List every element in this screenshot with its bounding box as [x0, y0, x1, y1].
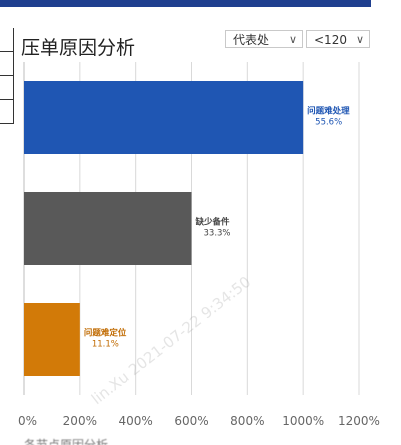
region-filter-dropdown[interactable]: 代表处 ∨ — [225, 30, 303, 48]
bar — [24, 303, 80, 376]
x-tick-label: 0% — [18, 414, 37, 428]
data-label: 33.3% — [204, 229, 231, 239]
x-tick-label: 1200% — [338, 414, 380, 428]
data-label: 11.1% — [92, 340, 119, 350]
x-tick-label: 800% — [230, 414, 264, 428]
bar — [24, 81, 304, 154]
bar — [24, 192, 192, 265]
range-filter-value: <120 — [314, 33, 347, 47]
category-label: 缺少备件 — [195, 217, 231, 228]
x-tick-label: 200% — [63, 414, 97, 428]
top-accent-strip — [0, 0, 371, 7]
region-filter-value: 代表处 — [233, 33, 270, 47]
footer-section-label: 各节点原因分析 — [24, 438, 109, 445]
chevron-down-icon: ∨ — [355, 33, 364, 46]
left-table-row — [0, 28, 13, 52]
category-label: 问题难定位 — [84, 328, 127, 339]
data-label: 55.6% — [315, 118, 342, 128]
left-table-row — [0, 76, 13, 100]
x-tick-label: 600% — [174, 414, 208, 428]
left-table-row — [0, 100, 13, 124]
category-label: 问题难处理 — [307, 106, 350, 117]
x-tick-label: 400% — [119, 414, 153, 428]
chevron-down-icon: ∨ — [288, 33, 297, 46]
x-tick-label: 1000% — [282, 414, 324, 428]
range-filter-dropdown[interactable]: <120 ∨ — [306, 30, 370, 48]
chart-title: 压单原因分析 — [21, 37, 136, 59]
left-table-edge — [0, 28, 14, 124]
left-table-row — [0, 52, 13, 76]
